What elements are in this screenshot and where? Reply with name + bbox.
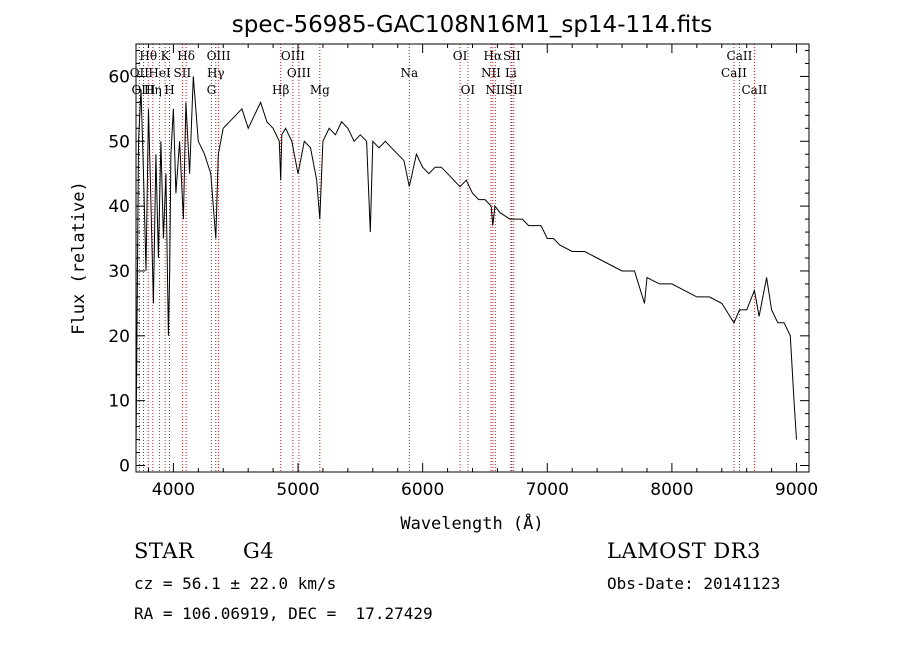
spectral-line-label: SII [503,49,521,63]
y-tick-label: 50 [108,132,130,152]
x-tick-label: 6000 [401,480,444,500]
spectral-line-label: Mg [310,83,330,97]
spectral-line-label: G [207,83,217,97]
object-class: STAR [134,539,195,563]
redshift-velocity: cz = 56.1 ± 22.0 km/s [134,574,337,593]
spectral-line-label: SII [174,66,192,80]
spectral-line-label: NII [481,66,501,80]
spectrum-plot: spec-56985-GAC108N16M1_sp14-114.fits Hθ K… [69,12,818,534]
spectral-line-label: Li [505,66,517,80]
spectral-line-label: Hη [144,83,162,97]
spectral-line-label: Hδ [177,49,195,63]
x-tick-label: 5000 [276,480,319,500]
spectral-line-label: Hγ [207,66,225,80]
spectral-line-label: OI [453,49,468,63]
spectral-line-label: HeI [148,66,171,80]
object-subclass: G4 [243,539,275,563]
spectral-line-label: CaII [721,66,747,80]
y-tick-label: 60 [108,67,130,87]
spectral-line-label: CaII [741,83,767,97]
sky-coordinates: RA = 106.06919, DEC = 17.27429 [134,604,433,623]
spectral-line-label: K [161,49,171,63]
spectral-line-label: Hθ [139,49,157,63]
spectral-line-label: OII [130,66,150,80]
plot-frame [135,43,810,473]
spectral-line-label: OI [461,83,476,97]
spectral-line-label: CaII [727,49,753,63]
spectral-line-label: H [164,83,174,97]
y-tick-label: 30 [108,262,130,282]
x-axis-label: Wavelength (Å) [400,512,543,534]
spectral-line-label: OIII [131,83,155,97]
spectral-line-label: SII [505,83,523,97]
spectral-line-label: Hβ [272,83,289,97]
survey-release: LAMOST DR3 [607,539,761,563]
spectral-line-label: Na [400,66,418,80]
observation-date: Obs-Date: 20141123 [607,574,781,593]
x-tick-label: 9000 [775,480,818,500]
chart-title: spec-56985-GAC108N16M1_sp14-114.fits [232,12,712,38]
y-tick-label: 40 [108,197,130,217]
x-tick-label: 4000 [152,480,195,500]
spectral-line-label: Hα [484,49,503,63]
spectral-line-markers [138,44,755,472]
y-axis-ticks: 0 10 20 30 40 50 60 [108,49,809,477]
x-tick-label: 7000 [526,480,569,500]
spectral-line-label: OIII [281,49,305,63]
spectrum-series-line [135,76,797,453]
spectral-line-label: NII [485,83,505,97]
y-tick-label: 20 [108,327,130,347]
x-tick-label: 8000 [650,480,693,500]
y-tick-label: 10 [108,392,130,412]
spectral-line-label: OIII [287,66,311,80]
x-axis-ticks: 4000 5000 6000 7000 8000 9000 [147,44,818,500]
y-tick-label: 0 [119,457,130,477]
y-axis-label: Flux (relative) [69,181,89,335]
spectral-line-label: OIII [207,49,231,63]
